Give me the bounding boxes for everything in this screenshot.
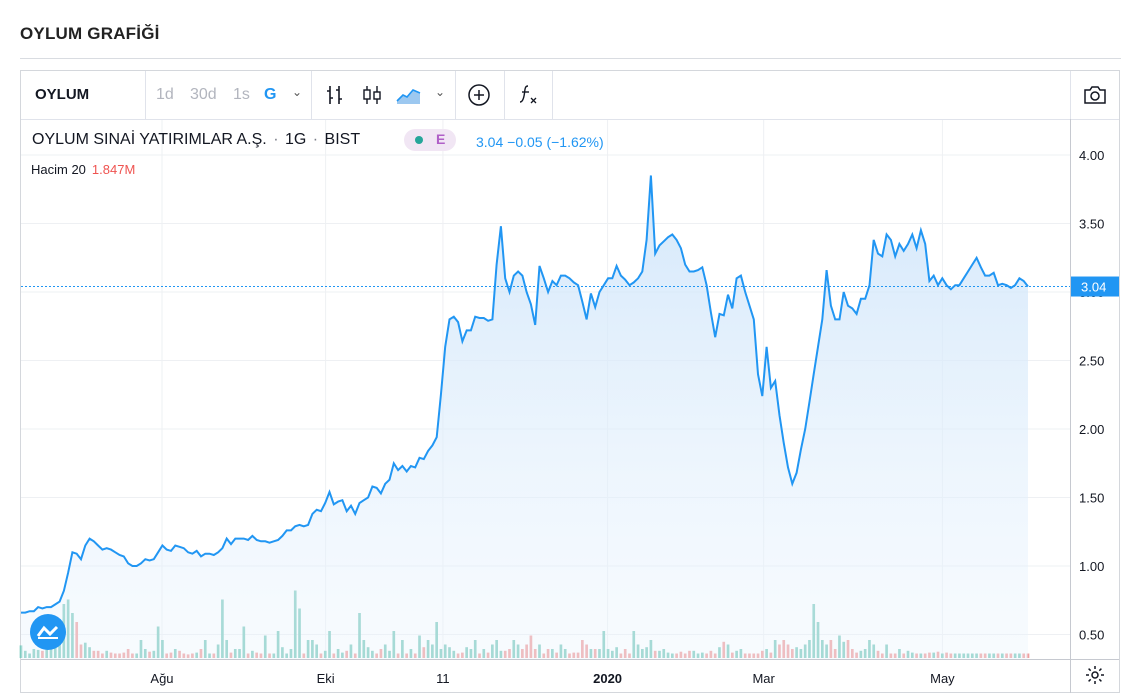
- y-axis-ticks: 4.003.503.002.502.001.501.000.50: [1079, 148, 1104, 643]
- interval-g[interactable]: G: [264, 86, 277, 103]
- x-tick-label: 2020: [593, 671, 622, 686]
- delayed-data-label: E: [436, 131, 446, 147]
- x-tick-label: Ağu: [150, 671, 173, 686]
- x-axis-ticks: Ağu Eki 11 2020 Mar May: [150, 671, 955, 686]
- series-name[interactable]: OYLUM SINAİ YATIRIMLAR A.Ş.: [32, 131, 267, 148]
- chart-frame: [20, 70, 1120, 693]
- time-axis-divider: [21, 659, 1119, 660]
- indicators-fx-icon[interactable]: [515, 81, 543, 109]
- chart-type-dropdown-icon[interactable]: ⌄: [435, 85, 446, 99]
- interval-1s[interactable]: 1s: [233, 86, 250, 103]
- last-price-label-text: 3.04: [1081, 280, 1106, 295]
- area-chart-icon[interactable]: [395, 81, 423, 109]
- title-divider: [20, 58, 1121, 59]
- y-tick-label: 3.50: [1079, 217, 1104, 232]
- market-status-badge[interactable]: E: [404, 129, 456, 151]
- price-axis-divider: [1070, 119, 1071, 693]
- last-price-label: 3.04: [1071, 276, 1119, 297]
- series-exchange: BIST: [324, 131, 361, 148]
- price-values: 3.04 −0.05 (−1.62%): [476, 134, 604, 150]
- price-area: [21, 175, 1028, 659]
- page-title: OYLUM GRAFİĞİ: [20, 24, 160, 43]
- interval-30d[interactable]: 30d: [190, 86, 217, 103]
- price-change: −0.05: [507, 134, 543, 150]
- legend-separator: ·: [312, 131, 319, 148]
- legend-separator: ·: [273, 131, 279, 148]
- toolbar-divider: [552, 71, 553, 119]
- y-tick-label: 1.50: [1079, 491, 1104, 506]
- volume-legend: Hacim 20 1.847M: [31, 162, 135, 177]
- bar-chart-type-icon[interactable]: [321, 81, 349, 109]
- y-tick-label: 2.50: [1079, 354, 1104, 369]
- toolbar-divider: [1070, 71, 1071, 119]
- candlestick-chart-icon[interactable]: [358, 81, 386, 109]
- compare-add-icon[interactable]: [465, 81, 493, 109]
- price-line: [21, 175, 1029, 614]
- y-tick-label: 2.00: [1079, 422, 1104, 437]
- symbol-search[interactable]: OYLUM: [35, 86, 90, 103]
- tradingview-logo[interactable]: [30, 614, 66, 650]
- price-change-pct: (−1.62%): [546, 134, 604, 150]
- market-status-dot: [415, 136, 423, 144]
- volume-value: 1.847M: [91, 162, 136, 177]
- x-tick-label: Mar: [752, 671, 775, 686]
- volume-label: Hacim 20: [31, 162, 86, 177]
- y-tick-label: 4.00: [1079, 148, 1104, 163]
- y-tick-label: 1.00: [1079, 559, 1104, 574]
- y-tick-label: 0.50: [1079, 628, 1104, 643]
- x-tick-label: May: [930, 671, 955, 686]
- last-price: 3.04: [476, 134, 504, 150]
- series-legend: OYLUM SINAİ YATIRIMLAR A.Ş. · 1G · BIST: [32, 131, 362, 149]
- interval-1d[interactable]: 1d: [156, 86, 174, 103]
- toolbar-divider: [145, 71, 146, 119]
- last-price-label-bg: [1071, 276, 1119, 297]
- toolbar-divider: [455, 71, 456, 119]
- settings-gear-icon[interactable]: [1085, 665, 1105, 685]
- interval-dropdown-icon[interactable]: ⌄: [292, 85, 303, 99]
- toolbar-divider: [311, 71, 312, 119]
- camera-icon[interactable]: [1081, 81, 1109, 109]
- x-tick-label: 11: [436, 671, 450, 686]
- x-tick-label: Eki: [317, 671, 335, 686]
- toolbar-divider: [504, 71, 505, 119]
- series-interval: 1G: [284, 131, 307, 148]
- chart-toolbar: OYLUM 1d 30d 1s G ⌄ ⌄: [21, 71, 1119, 120]
